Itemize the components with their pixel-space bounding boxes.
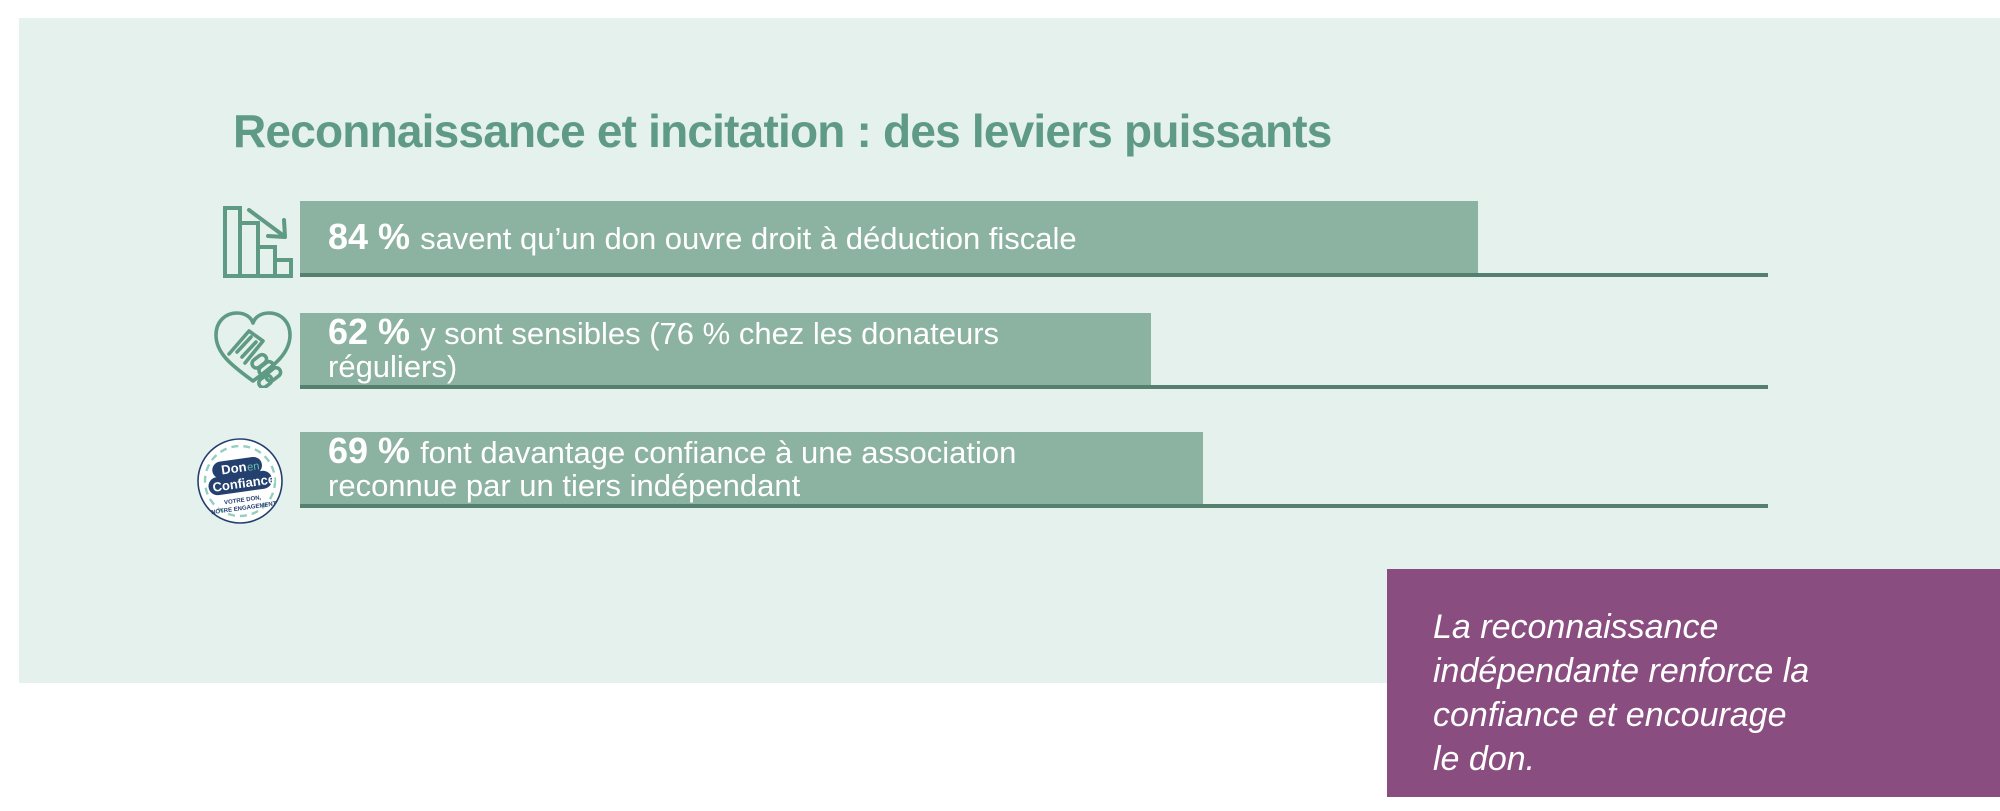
bar-tiers-independant: 69 % font davantage confiance à une assoc… [300, 432, 1203, 504]
bar-1-label: savent qu’un don ouvre droit à déduction… [420, 220, 1077, 256]
callout-line-2: indépendante renforce la [1433, 652, 1810, 690]
don-en-confiance-logo: Don en Confiance VOTRE DON, NOTRE ENGAGE… [196, 437, 284, 530]
callout-line-4: le don. [1433, 740, 1536, 778]
bar-3-percent: 69 % [328, 432, 411, 471]
callout-line-1: La reconnaissance [1433, 608, 1719, 646]
bar-3-label: font davantage confiance à une associati… [420, 435, 1017, 470]
bar-2-label: y sont sensibles (76 % chez les donateur… [420, 316, 1000, 351]
heart-handshake-icon [211, 308, 295, 393]
bar-2-underline [300, 385, 1768, 389]
bar-1-percent: 84 % [328, 215, 411, 257]
bar-2-percent: 62 % [328, 313, 411, 352]
bar-3-label-line2: reconnue par un tiers indépendant [328, 468, 801, 503]
bar-1-underline [300, 273, 1768, 277]
bar-3-underline [300, 504, 1768, 508]
bar-2-label-line2: réguliers) [328, 349, 458, 384]
page-title: Reconnaissance et incitation : des levie… [233, 105, 1332, 157]
bar-sensibles: 62 % y sont sensibles (76 % chez les dona… [300, 313, 1151, 385]
logo-word-en: en [246, 460, 260, 474]
logo-tagline-1: VOTRE DON, [224, 495, 262, 506]
callout-box: La reconnaissance indépendante renforce … [1387, 569, 2000, 797]
declining-chart-icon [223, 206, 293, 283]
callout-line-3: confiance et encourage [1433, 696, 1787, 734]
bar-deduction-fiscale: 84 % savent qu’un don ouvre droit à déduc… [300, 201, 1478, 273]
logo-word-don: Don [220, 459, 247, 477]
